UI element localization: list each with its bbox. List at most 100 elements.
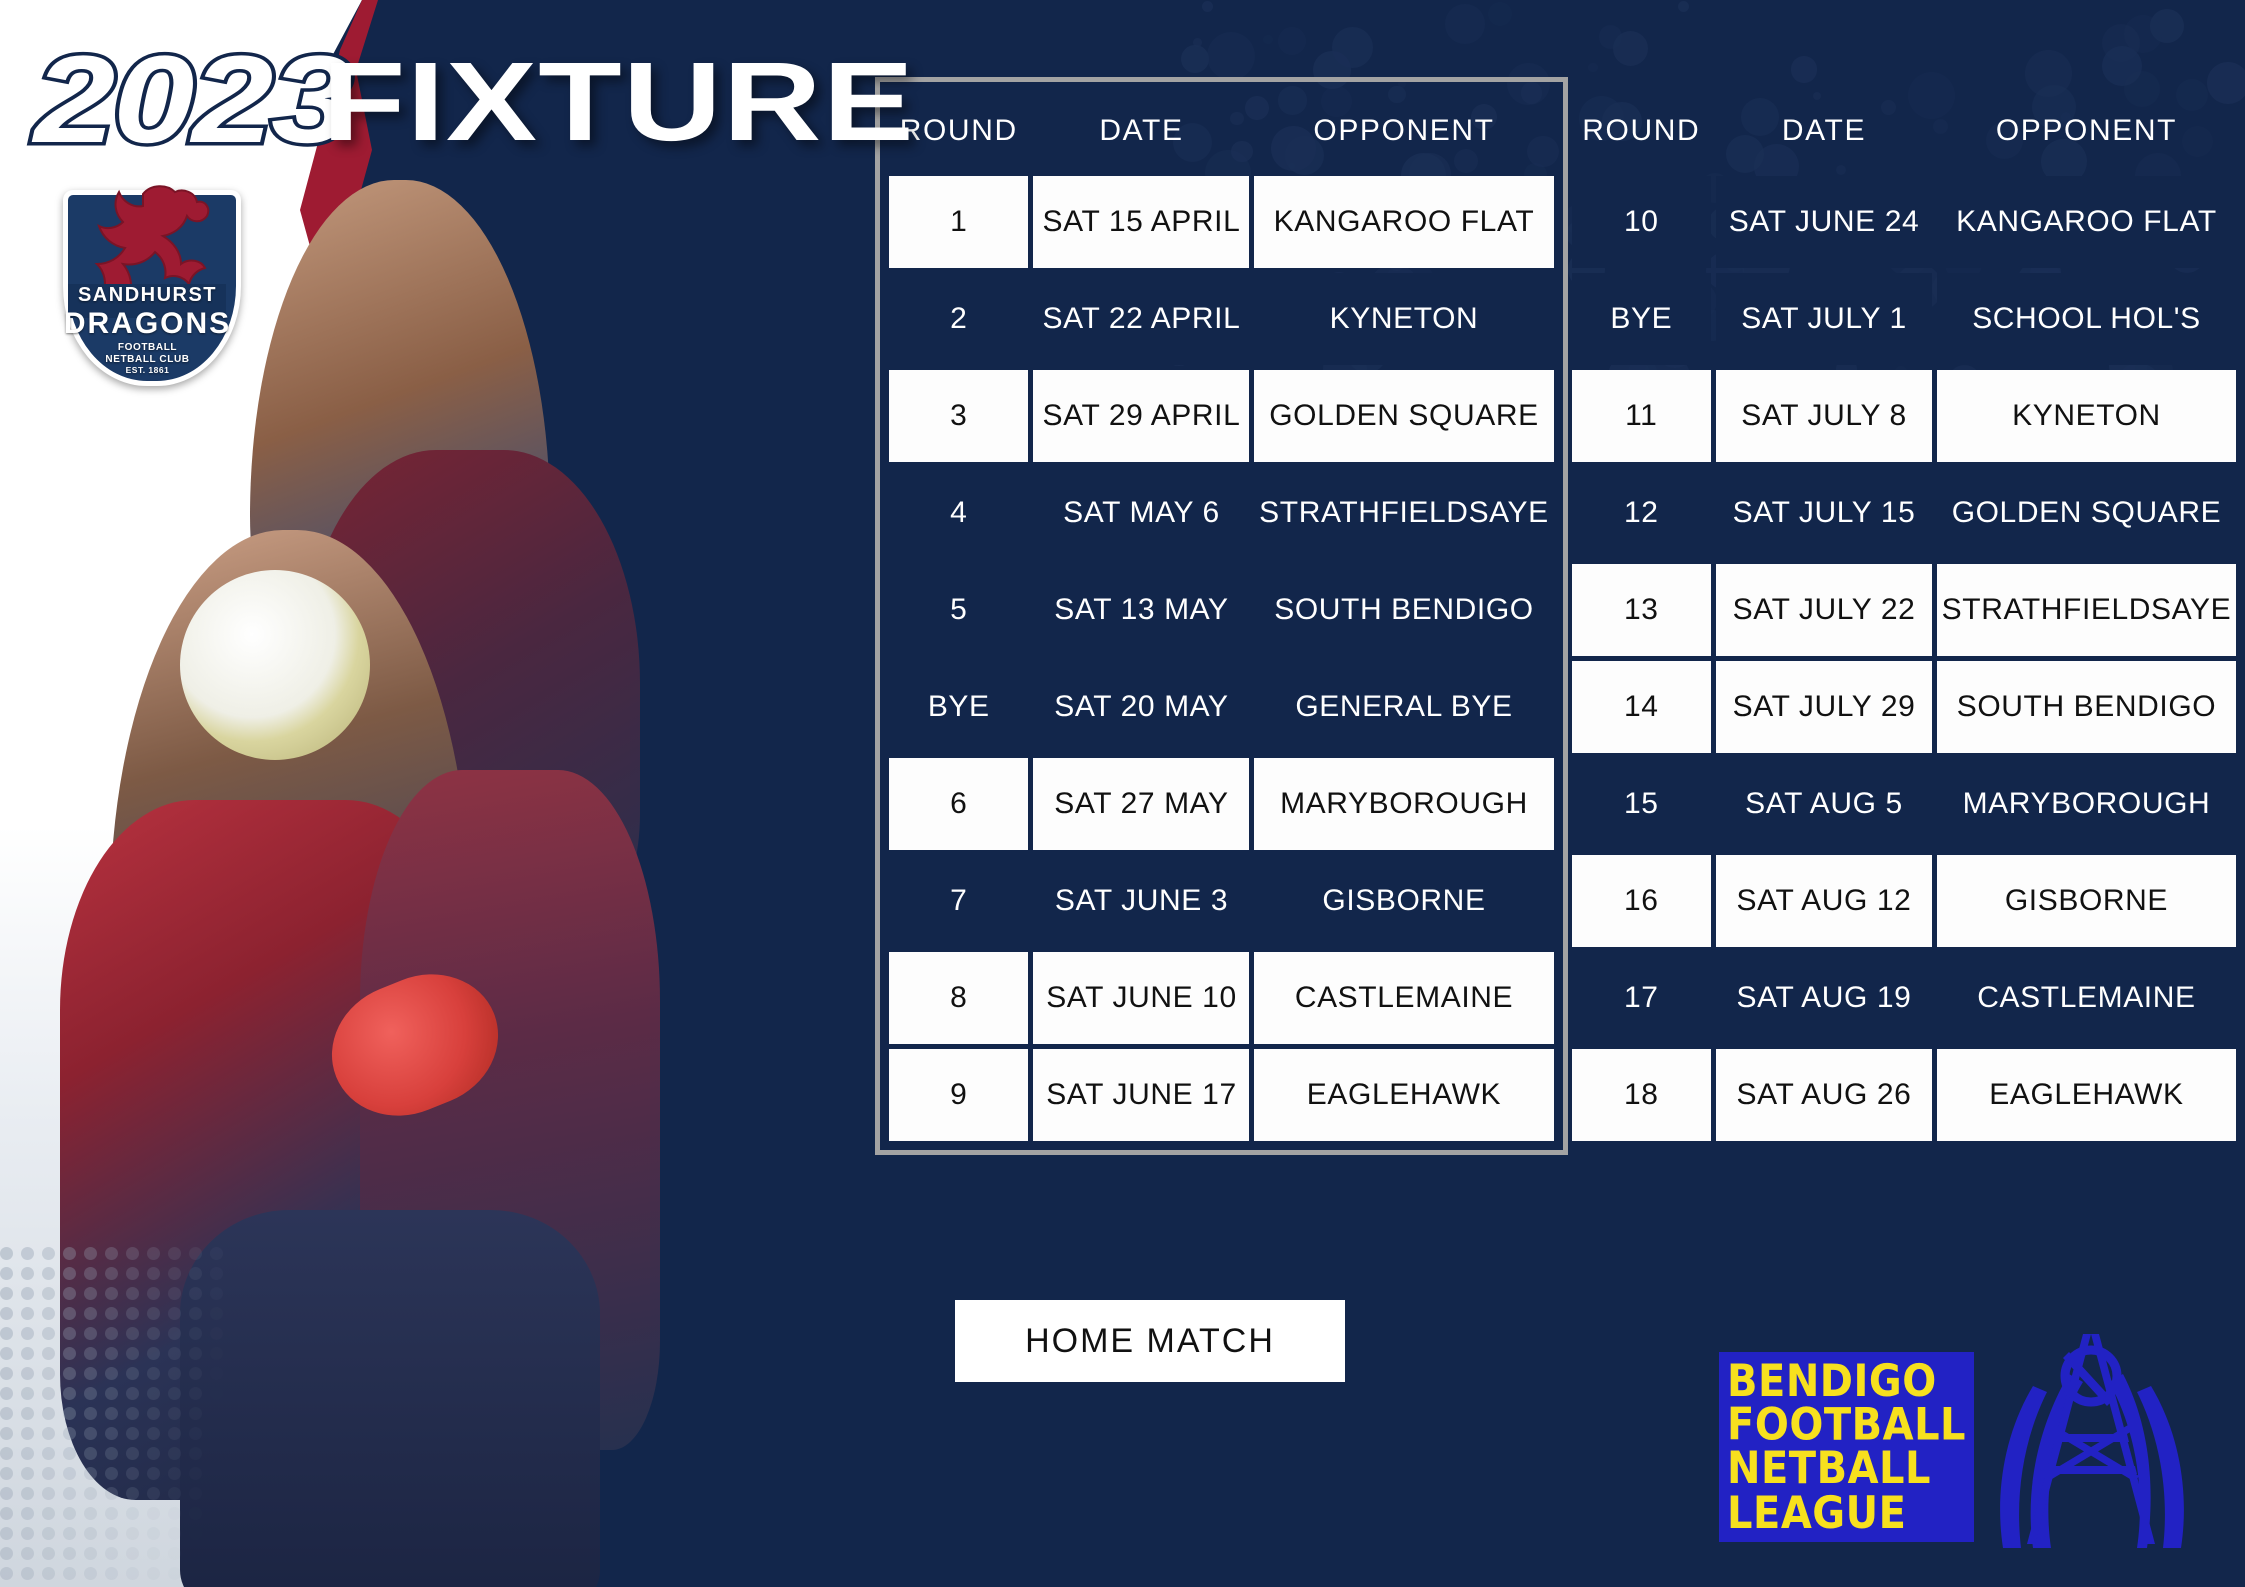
- league-line1: BENDIGO: [1727, 1355, 1937, 1408]
- fixture-cell-round: 14: [1571, 661, 1712, 753]
- page-title: 2023 FIXTURE: [30, 31, 914, 178]
- fixture-cell-round: 16: [1571, 855, 1712, 947]
- fixture-cell-round: 6: [889, 758, 1029, 850]
- table-row: 6 SAT 27 MAY MARYBOROUGH: [889, 758, 1554, 850]
- fixture-cell-date: SAT JULY 29: [1716, 661, 1932, 753]
- halftone-dot-decoration: [0, 1247, 240, 1587]
- table-row: 5 SAT 13 MAY SOUTH BENDIGO: [889, 564, 1554, 656]
- player-photo-collage: [0, 150, 880, 1587]
- fixture-cell-opponent: SOUTH BENDIGO: [1936, 661, 2236, 753]
- fixture-cell-round: 11: [1571, 370, 1712, 462]
- fixture-cell-round: 1: [889, 176, 1029, 268]
- table-row: 3 SAT 29 APRIL GOLDEN SQUARE: [889, 370, 1554, 462]
- fixture-cell-opponent: KYNETON: [1254, 273, 1554, 365]
- fixture-table-right-wrap: ROUND DATE OPPONENT 10 SAT JUNE 24 KANGARO…: [1563, 82, 2245, 1150]
- fixture-cell-date: SAT 13 MAY: [1033, 564, 1250, 656]
- fixture-cell-date: SAT AUG 5: [1716, 758, 1932, 850]
- fixture-cell-date: SAT JULY 1: [1716, 273, 1932, 365]
- fixture-cell-date: SAT JUNE 17: [1033, 1049, 1250, 1141]
- table-row: 4 SAT MAY 6 STRATHFIELDSAYE: [889, 467, 1554, 559]
- fixture-cell-date: SAT JUNE 3: [1033, 855, 1250, 947]
- fixture-cell-round: 13: [1571, 564, 1712, 656]
- fixture-tables: ROUND DATE OPPONENT 1 SAT 15 APRIL KANGARO…: [880, 82, 2245, 1150]
- fixture-cell-opponent: CASTLEMAINE: [1936, 952, 2236, 1044]
- fixture-cell-date: SAT AUG 26: [1716, 1049, 1932, 1141]
- fixture-cell-date: SAT 20 MAY: [1033, 661, 1250, 753]
- fixture-cell-opponent: SCHOOL HOL'S: [1936, 273, 2236, 365]
- crest-band: [68, 284, 226, 318]
- table-row: 8 SAT JUNE 10 CASTLEMAINE: [889, 952, 1554, 1044]
- dragon-icon: [94, 185, 210, 299]
- crest-club-line1: SANDHURST: [77, 284, 218, 306]
- crest-sub1: FOOTBALL: [117, 342, 178, 353]
- table-row: 16 SAT AUG 12 GISBORNE: [1571, 855, 2236, 947]
- home-match-legend: HOME MATCH: [955, 1300, 1345, 1382]
- fixture-cell-opponent: SOUTH BENDIGO: [1254, 564, 1554, 656]
- fixture-cell-round: 2: [889, 273, 1029, 365]
- table-row: 18 SAT AUG 26 EAGLEHAWK: [1571, 1049, 2236, 1141]
- league-line2: FOOTBALL: [1727, 1399, 1967, 1451]
- column-header-date: DATE: [1781, 114, 1867, 147]
- table-row: 15 SAT AUG 5 MARYBOROUGH: [1571, 758, 2236, 850]
- fixture-cell-date: SAT 15 APRIL: [1033, 176, 1250, 268]
- fixture-cell-opponent: GOLDEN SQUARE: [1936, 467, 2236, 559]
- fixture-cell-opponent: KANGAROO FLAT: [1936, 176, 2236, 268]
- fixture-cell-round: 18: [1571, 1049, 1712, 1141]
- crest-club-subline1: FOOTBALL NETBALL CLUB: [55, 342, 240, 365]
- fixture-cell-round: 15: [1571, 758, 1712, 850]
- league-name-box: [1719, 1352, 1974, 1542]
- table-row: 1 SAT 15 APRIL KANGAROO FLAT: [889, 176, 1554, 268]
- column-header-round: ROUND: [1582, 114, 1701, 147]
- fixture-cell-date: SAT AUG 12: [1716, 855, 1932, 947]
- fixture-cell-round: 8: [889, 952, 1029, 1044]
- fixture-cell-date: SAT JUNE 10: [1033, 952, 1250, 1044]
- fixture-cell-date: SAT MAY 6: [1033, 467, 1250, 559]
- home-match-label: HOME MATCH: [1025, 1321, 1275, 1360]
- fixture-cell-round: 17: [1571, 952, 1712, 1044]
- bendigo-league-logo: BENDIGO FOOTBALL NETBALL LEAGUE: [1703, 1316, 2203, 1551]
- fixture-cell-date: SAT JULY 22: [1716, 564, 1932, 656]
- table-header-row: ROUND DATE OPPONENT: [889, 91, 1554, 171]
- fixture-cell-round: 10: [1571, 176, 1712, 268]
- table-row: 14 SAT JULY 29 SOUTH BENDIGO: [1571, 661, 2236, 753]
- league-line3: NETBALL: [1727, 1443, 1932, 1495]
- title-year: 2023: [30, 31, 357, 169]
- fixture-cell-opponent: STRATHFIELDSAYE: [1254, 467, 1554, 559]
- crest-sub2: NETBALL CLUB: [105, 353, 190, 365]
- fixture-cell-round: BYE: [889, 661, 1029, 753]
- club-crest-logo: SANDHURST DRAGONS FOOTBALL NETBALL CLUB …: [55, 172, 241, 386]
- crest-club-line2: DRAGONS: [63, 307, 232, 340]
- fixture-cell-date: SAT 29 APRIL: [1033, 370, 1250, 462]
- poppet-head-icon: [2000, 1334, 2184, 1548]
- table-row: 11 SAT JULY 8 KYNETON: [1571, 370, 2236, 462]
- fixture-cell-round: 7: [889, 855, 1029, 947]
- fixture-cell-date: SAT JUNE 24: [1716, 176, 1932, 268]
- fixture-table-left: ROUND DATE OPPONENT 1 SAT 15 APRIL KANGARO…: [884, 86, 1559, 1146]
- column-header-opponent: OPPONENT: [1995, 114, 2178, 147]
- table-header-row: ROUND DATE OPPONENT: [1572, 91, 2237, 171]
- fixture-table-left-wrap: ROUND DATE OPPONENT 1 SAT 15 APRIL KANGARO…: [880, 82, 1563, 1150]
- crest-established: EST. 1861: [125, 365, 170, 375]
- table-row: 12 SAT JULY 15 GOLDEN SQUARE: [1571, 467, 2236, 559]
- fixture-cell-round: 3: [889, 370, 1029, 462]
- fixture-cell-round: BYE: [1571, 273, 1712, 365]
- league-line4: LEAGUE: [1727, 1487, 1907, 1539]
- column-header-opponent: OPPONENT: [1313, 114, 1495, 147]
- fixture-cell-opponent: GOLDEN SQUARE: [1254, 370, 1554, 462]
- fixture-cell-round: 4: [889, 467, 1029, 559]
- table-row: 17 SAT AUG 19 CASTLEMAINE: [1571, 952, 2236, 1044]
- fixture-cell-opponent: GISBORNE: [1254, 855, 1554, 947]
- fixture-cell-round: 12: [1571, 467, 1712, 559]
- table-row: 9 SAT JUNE 17 EAGLEHAWK: [889, 1049, 1554, 1141]
- title-word: FIXTURE: [322, 39, 916, 164]
- table-row: 2 SAT 22 APRIL KYNETON: [889, 273, 1554, 365]
- table-row: 7 SAT JUNE 3 GISBORNE: [889, 855, 1554, 947]
- fixture-cell-opponent: EAGLEHAWK: [1254, 1049, 1554, 1141]
- table-row: 10 SAT JUNE 24 KANGAROO FLAT: [1571, 176, 2236, 268]
- fixture-cell-date: SAT 22 APRIL: [1033, 273, 1250, 365]
- table-row: 13 SAT JULY 22 STRATHFIELDSAYE: [1571, 564, 2236, 656]
- fixture-cell-round: 5: [889, 564, 1029, 656]
- table-row: BYE SAT JULY 1 SCHOOL HOL'S: [1571, 273, 2236, 365]
- fixture-cell-round: 9: [889, 1049, 1029, 1141]
